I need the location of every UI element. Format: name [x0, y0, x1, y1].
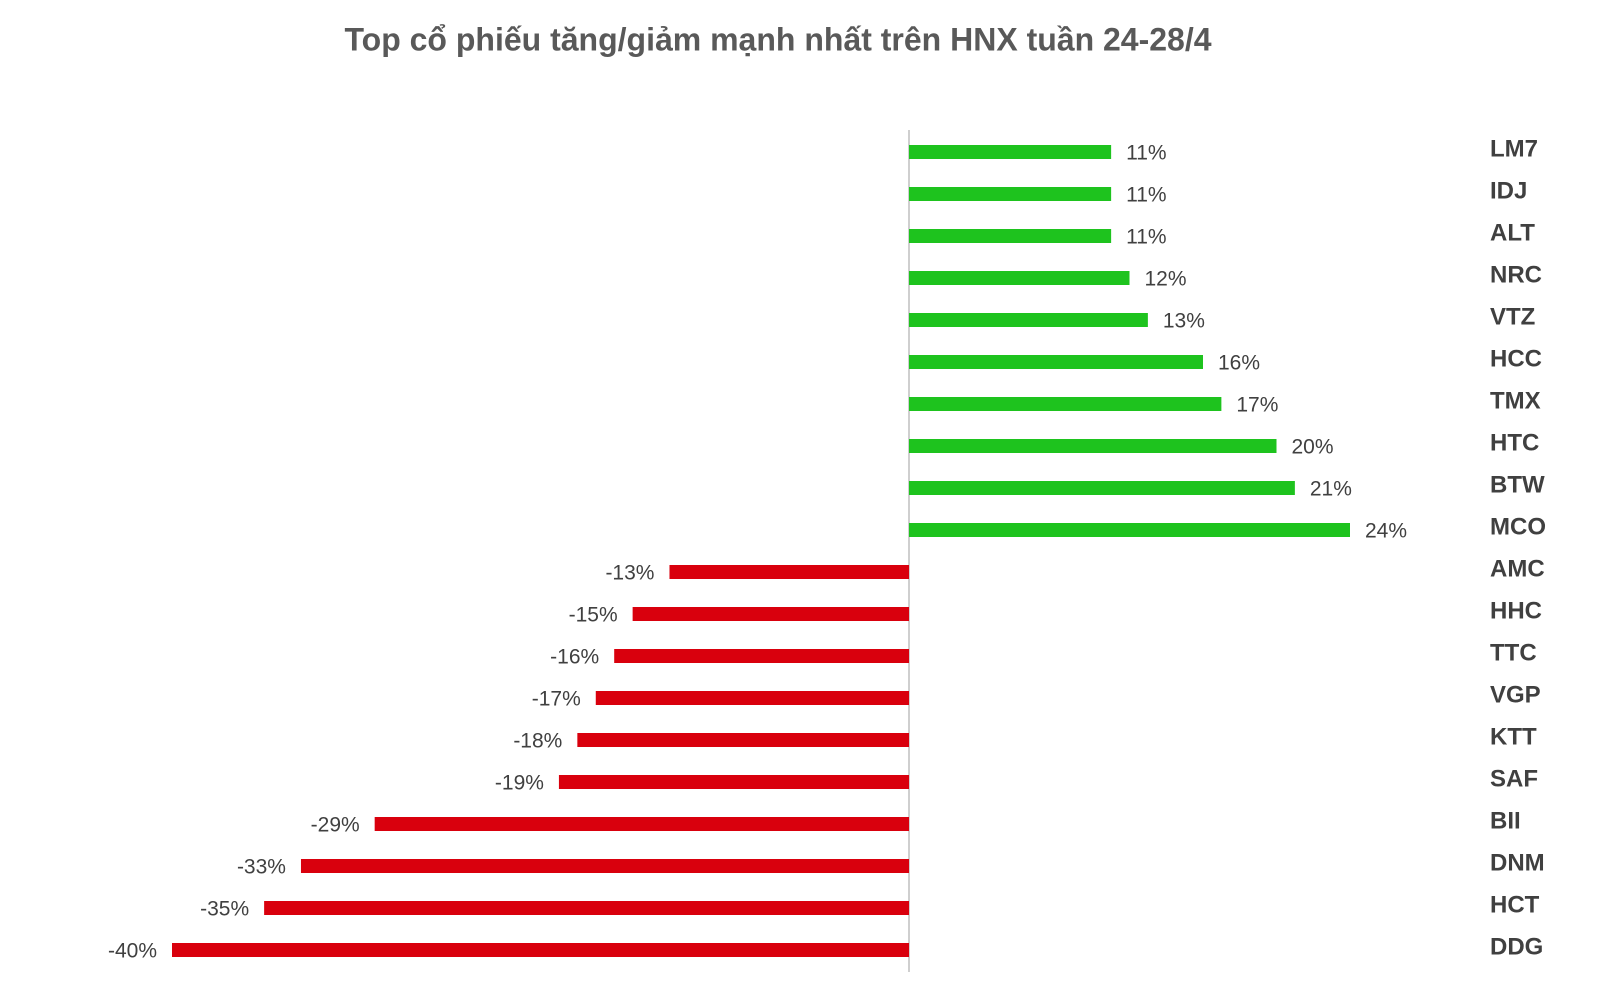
- value-label: -16%: [550, 646, 599, 669]
- category-label: HHC: [1490, 597, 1542, 624]
- bar: [909, 523, 1350, 537]
- value-label: -15%: [569, 604, 618, 627]
- value-label: -13%: [605, 562, 654, 585]
- category-label: TTC: [1490, 639, 1537, 666]
- bar: [300, 859, 910, 873]
- category-label: IDJ: [1490, 177, 1527, 204]
- value-label: 11%: [1126, 184, 1166, 207]
- category-label: HCC: [1490, 345, 1542, 372]
- bar: [669, 565, 909, 579]
- value-label: -19%: [495, 772, 544, 795]
- bar: [577, 733, 909, 747]
- category-label: MCO: [1490, 513, 1546, 540]
- value-label: -18%: [513, 730, 562, 753]
- bar: [909, 439, 1277, 453]
- category-label: VGP: [1490, 681, 1541, 708]
- bar: [909, 397, 1222, 411]
- bar: [374, 817, 909, 831]
- bar: [909, 145, 1112, 159]
- category-label: AMC: [1490, 555, 1545, 582]
- bar: [264, 901, 909, 915]
- category-label: TMX: [1490, 387, 1541, 414]
- bar: [909, 271, 1130, 285]
- category-label: DDG: [1490, 933, 1543, 960]
- category-label: HTC: [1490, 429, 1539, 456]
- bar: [909, 187, 1112, 201]
- category-label: SAF: [1490, 765, 1538, 792]
- value-label: 11%: [1126, 226, 1166, 249]
- value-label: -35%: [200, 898, 249, 921]
- category-label: NRC: [1490, 261, 1542, 288]
- bar: [614, 649, 909, 663]
- category-label: HCT: [1490, 891, 1540, 918]
- category-label: VTZ: [1490, 303, 1535, 330]
- category-label: BII: [1490, 807, 1521, 834]
- category-label: DNM: [1490, 849, 1545, 876]
- value-label: 13%: [1163, 310, 1205, 333]
- value-label: -17%: [532, 688, 581, 711]
- category-label: ALT: [1490, 219, 1535, 246]
- bar: [595, 691, 909, 705]
- value-label: 12%: [1145, 268, 1187, 291]
- bar: [909, 481, 1295, 495]
- value-label: 17%: [1236, 394, 1278, 417]
- bar: [909, 355, 1203, 369]
- bar: [632, 607, 909, 621]
- bar: [909, 313, 1148, 327]
- value-label: -33%: [237, 856, 286, 879]
- bar: [909, 229, 1112, 243]
- value-label: 20%: [1292, 436, 1334, 459]
- value-label: 11%: [1126, 142, 1166, 165]
- value-label: 21%: [1310, 478, 1352, 501]
- category-label: KTT: [1490, 723, 1537, 750]
- bar: [558, 775, 909, 789]
- value-label: -40%: [108, 940, 157, 963]
- value-label: 24%: [1365, 520, 1407, 543]
- category-label: LM7: [1490, 135, 1538, 162]
- category-label: BTW: [1490, 471, 1545, 498]
- bar: [172, 943, 909, 957]
- value-label: -29%: [311, 814, 360, 837]
- chart-title: Top cổ phiếu tăng/giảm mạnh nhất trên HN…: [344, 21, 1211, 57]
- value-label: 16%: [1218, 352, 1260, 375]
